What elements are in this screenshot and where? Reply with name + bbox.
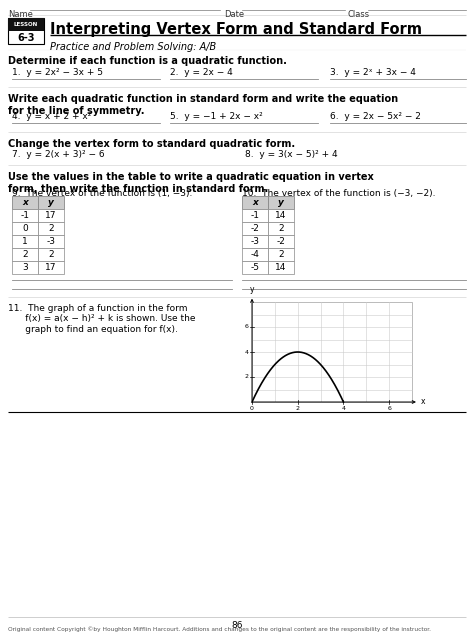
- Text: 2.  y = 2x − 4: 2. y = 2x − 4: [170, 68, 233, 77]
- Bar: [268, 235, 294, 248]
- Bar: [8, 18, 44, 31]
- Text: LESSON: LESSON: [14, 22, 38, 27]
- Text: 17: 17: [45, 263, 57, 272]
- Bar: [242, 235, 268, 248]
- Text: 1: 1: [22, 237, 28, 246]
- Bar: [242, 196, 268, 209]
- Text: Practice and Problem Solving: A/B: Practice and Problem Solving: A/B: [50, 42, 216, 52]
- Text: 2: 2: [278, 224, 284, 233]
- Text: 3: 3: [22, 263, 28, 272]
- Bar: [12, 261, 38, 274]
- Text: -5: -5: [250, 263, 259, 272]
- Text: Original content Copyright ©by Houghton Mifflin Harcourt. Additions and changes : Original content Copyright ©by Houghton …: [8, 626, 431, 631]
- Text: x: x: [421, 398, 426, 406]
- Text: Class: Class: [348, 10, 370, 19]
- Text: -1: -1: [250, 211, 259, 220]
- Bar: [252, 302, 412, 402]
- Text: Write each quadratic function in standard form and write the equation
for the li: Write each quadratic function in standar…: [8, 94, 398, 116]
- Bar: [242, 248, 268, 261]
- Bar: [268, 261, 294, 274]
- Bar: [38, 235, 64, 248]
- Bar: [12, 248, 38, 261]
- Text: 0: 0: [250, 406, 254, 411]
- Text: 4.  y = x + 2 + x²: 4. y = x + 2 + x²: [12, 112, 91, 121]
- Bar: [38, 248, 64, 261]
- Text: 2: 2: [48, 224, 54, 233]
- Text: y: y: [48, 198, 54, 207]
- Bar: [12, 222, 38, 235]
- Bar: [38, 222, 64, 235]
- Text: 0: 0: [22, 224, 28, 233]
- Bar: [38, 196, 64, 209]
- Text: 3.  y = 2ˣ + 3x − 4: 3. y = 2ˣ + 3x − 4: [330, 68, 416, 77]
- Bar: [38, 261, 64, 274]
- Text: 11.  The graph of a function in the form
      f(x) = a(x − h)² + k is shown. Us: 11. The graph of a function in the form …: [8, 304, 195, 334]
- Text: Use the values in the table to write a quadratic equation in vertex
form, then w: Use the values in the table to write a q…: [8, 172, 374, 193]
- Text: x: x: [22, 198, 28, 207]
- Text: Name: Name: [8, 10, 33, 19]
- Bar: [12, 209, 38, 222]
- Text: -2: -2: [276, 237, 285, 246]
- Text: x: x: [252, 198, 258, 207]
- Text: Determine if each function is a quadratic function.: Determine if each function is a quadrati…: [8, 56, 287, 66]
- Text: Date: Date: [224, 10, 244, 19]
- Text: 8.  y = 3(x − 5)² + 4: 8. y = 3(x − 5)² + 4: [245, 150, 337, 159]
- Text: 6-3: 6-3: [17, 33, 35, 43]
- Bar: [268, 248, 294, 261]
- Text: Interpreting Vertex Form and Standard Form: Interpreting Vertex Form and Standard Fo…: [50, 22, 422, 37]
- Bar: [242, 222, 268, 235]
- Bar: [8, 18, 44, 44]
- Text: 2: 2: [296, 406, 300, 411]
- Text: -3: -3: [46, 237, 55, 246]
- Bar: [242, 261, 268, 274]
- Text: 10.  The vertex of the function is (−3, −2).: 10. The vertex of the function is (−3, −…: [242, 189, 436, 198]
- Text: 4: 4: [245, 349, 249, 355]
- Text: 14: 14: [275, 263, 287, 272]
- Text: 2: 2: [278, 250, 284, 259]
- Text: -4: -4: [251, 250, 259, 259]
- Text: y: y: [250, 286, 254, 295]
- Bar: [12, 235, 38, 248]
- Bar: [242, 209, 268, 222]
- Text: 14: 14: [275, 211, 287, 220]
- Text: 6: 6: [245, 324, 249, 329]
- Text: 5.  y = −1 + 2x − x²: 5. y = −1 + 2x − x²: [170, 112, 263, 121]
- Text: Change the vertex form to standard quadratic form.: Change the vertex form to standard quadr…: [8, 139, 295, 149]
- Text: 4: 4: [341, 406, 346, 411]
- Text: 17: 17: [45, 211, 57, 220]
- Text: 7.  y = 2(x + 3)² − 6: 7. y = 2(x + 3)² − 6: [12, 150, 105, 159]
- Text: 6.  y = 2x − 5x² − 2: 6. y = 2x − 5x² − 2: [330, 112, 421, 121]
- Text: 2: 2: [22, 250, 28, 259]
- Bar: [268, 209, 294, 222]
- Text: 1.  y = 2x² − 3x + 5: 1. y = 2x² − 3x + 5: [12, 68, 103, 77]
- Text: 9.  The vertex of the function is (1, −3).: 9. The vertex of the function is (1, −3)…: [12, 189, 192, 198]
- Bar: [268, 196, 294, 209]
- Text: -3: -3: [250, 237, 259, 246]
- Bar: [12, 196, 38, 209]
- Text: -2: -2: [251, 224, 259, 233]
- Text: 2: 2: [48, 250, 54, 259]
- Bar: [38, 209, 64, 222]
- Text: 2: 2: [245, 375, 249, 379]
- Text: 86: 86: [231, 621, 243, 630]
- Text: 6: 6: [387, 406, 391, 411]
- Bar: [268, 222, 294, 235]
- Text: y: y: [278, 198, 284, 207]
- Text: -1: -1: [20, 211, 29, 220]
